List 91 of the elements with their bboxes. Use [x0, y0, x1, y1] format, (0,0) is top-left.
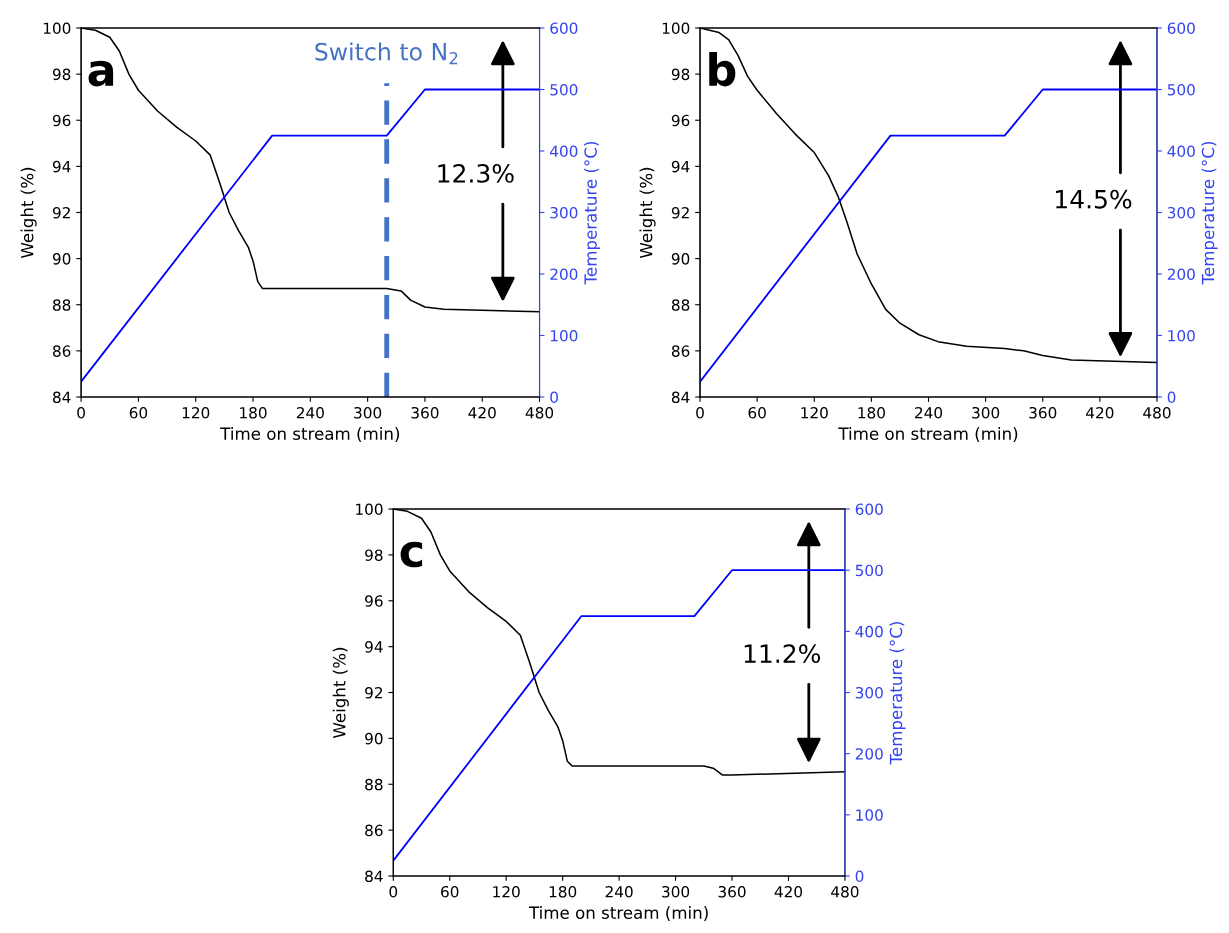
text: a	[88, 60, 114, 87]
y-tick-label: 90	[365, 732, 383, 745]
x-tick-label: 420	[1086, 406, 1114, 419]
y2-tick-label: 300	[855, 686, 883, 699]
y-tick-label: 86	[365, 824, 383, 837]
x-axis-title: Time on stream (min)	[838, 427, 1018, 442]
y-tick-label: 86	[52, 345, 71, 357]
x-tick-label: 240	[605, 885, 633, 898]
y2-tick-label: 200	[550, 268, 578, 281]
y2-tick-label: 0	[1167, 391, 1176, 404]
x-tick-label: 240	[296, 406, 324, 419]
y-tick-label: 100	[662, 22, 690, 35]
x-tick-label: 420	[774, 885, 803, 898]
x-tick-label: 480	[1143, 406, 1171, 419]
y-tick-label: 98	[671, 68, 690, 81]
x-tick-label: 240	[915, 406, 943, 419]
y-tick-label: 96	[365, 595, 383, 607]
x-tick-label: 60	[748, 406, 766, 419]
x-tick-label: 360	[1029, 406, 1057, 419]
y2-axis-title: Temperature (°C)	[1201, 142, 1218, 285]
y2-axis-title: Temperature (°C)	[583, 142, 601, 285]
x-tick-label: 480	[525, 406, 554, 419]
y-tick-label: 94	[52, 160, 71, 173]
x-tick-label: 120	[182, 406, 210, 419]
text: c	[400, 541, 423, 568]
y2-tick-label: 200	[1167, 268, 1195, 281]
ref-line-label: Switch to N$_{2}$	[315, 42, 458, 65]
x-tick-label: 300	[662, 885, 690, 898]
y2-tick-label: 100	[550, 329, 578, 342]
x-tick-label: 180	[549, 885, 577, 898]
y-tick-label: 96	[671, 114, 690, 127]
chart-title: b	[709, 51, 736, 87]
x-tick-label: 0	[389, 885, 398, 898]
y-tick-label: 92	[52, 206, 70, 219]
annotation: 14.5%	[1056, 189, 1132, 209]
y2-tick-label: 400	[550, 145, 578, 158]
x-tick-label: 300	[354, 406, 382, 419]
y2-tick-label: 0	[550, 391, 558, 404]
x-tick-label: 420	[468, 406, 496, 419]
x-tick-label: 180	[858, 406, 885, 419]
y-tick-label: 88	[52, 299, 71, 311]
y2-tick-label: 100	[1168, 329, 1195, 342]
y2-axis-title: Temperature (°C)	[889, 622, 906, 765]
y2-tick-label: 300	[550, 206, 578, 219]
y2-tick-label: 0	[855, 870, 864, 883]
x-tick-label: 60	[129, 406, 148, 419]
y-tick-label: 90	[52, 253, 71, 265]
annotation: 12.3%	[438, 163, 514, 183]
y2-tick-label: 500	[550, 83, 578, 96]
x-tick-label: 120	[493, 885, 520, 898]
y2-tick-label: 400	[1167, 145, 1195, 158]
x-tick-label: 360	[411, 406, 439, 419]
y2-tick-label: 500	[855, 564, 883, 577]
x-tick-label: 120	[801, 406, 828, 419]
x-tick-label: 360	[718, 885, 746, 898]
y2-tick-label: 100	[856, 809, 883, 821]
y-tick-label: 96	[52, 114, 71, 127]
y-tick-label: 94	[671, 160, 690, 173]
y-tick-label: 98	[52, 68, 71, 81]
y2-tick-label: 500	[1167, 83, 1195, 96]
y-tick-label: 92	[365, 686, 383, 699]
y-tick-label: 98	[365, 549, 383, 561]
y-axis-title: Weight (%)	[332, 647, 349, 739]
y-tick-label: 84	[671, 391, 690, 404]
x-tick-label: 180	[240, 406, 267, 419]
y-axis-title: Weight (%)	[639, 167, 656, 259]
x-axis-title: Time on stream (min)	[220, 427, 400, 442]
y2-tick-label: 200	[855, 748, 883, 760]
y-tick-label: 88	[365, 778, 383, 791]
y-axis-title: Weight (%)	[20, 167, 37, 259]
y-tick-label: 100	[43, 22, 71, 35]
x-tick-label: 480	[831, 885, 859, 898]
y-tick-label: 84	[365, 870, 383, 883]
y-tick-label: 88	[671, 299, 690, 311]
y2-tick-label: 600	[550, 22, 578, 35]
y-tick-label: 94	[365, 641, 383, 653]
x-tick-label: 0	[77, 406, 85, 419]
y-tick-label: 86	[671, 345, 690, 357]
x-axis-title: Time on stream (min)	[528, 906, 708, 921]
y-tick-label: 92	[671, 206, 689, 219]
y2-tick-label: 300	[1167, 206, 1195, 219]
y2-tick-label: 400	[855, 625, 883, 638]
y2-tick-label: 600	[1167, 22, 1195, 35]
y-tick-label: 100	[356, 503, 383, 516]
y-tick-label: 90	[671, 253, 690, 265]
x-tick-label: 60	[441, 885, 459, 898]
x-tick-label: 300	[972, 406, 1000, 419]
y-tick-label: 84	[52, 391, 71, 404]
annotation: 11.2%	[744, 644, 821, 664]
x-tick-label: 0	[696, 406, 704, 419]
y2-tick-label: 600	[855, 503, 883, 516]
